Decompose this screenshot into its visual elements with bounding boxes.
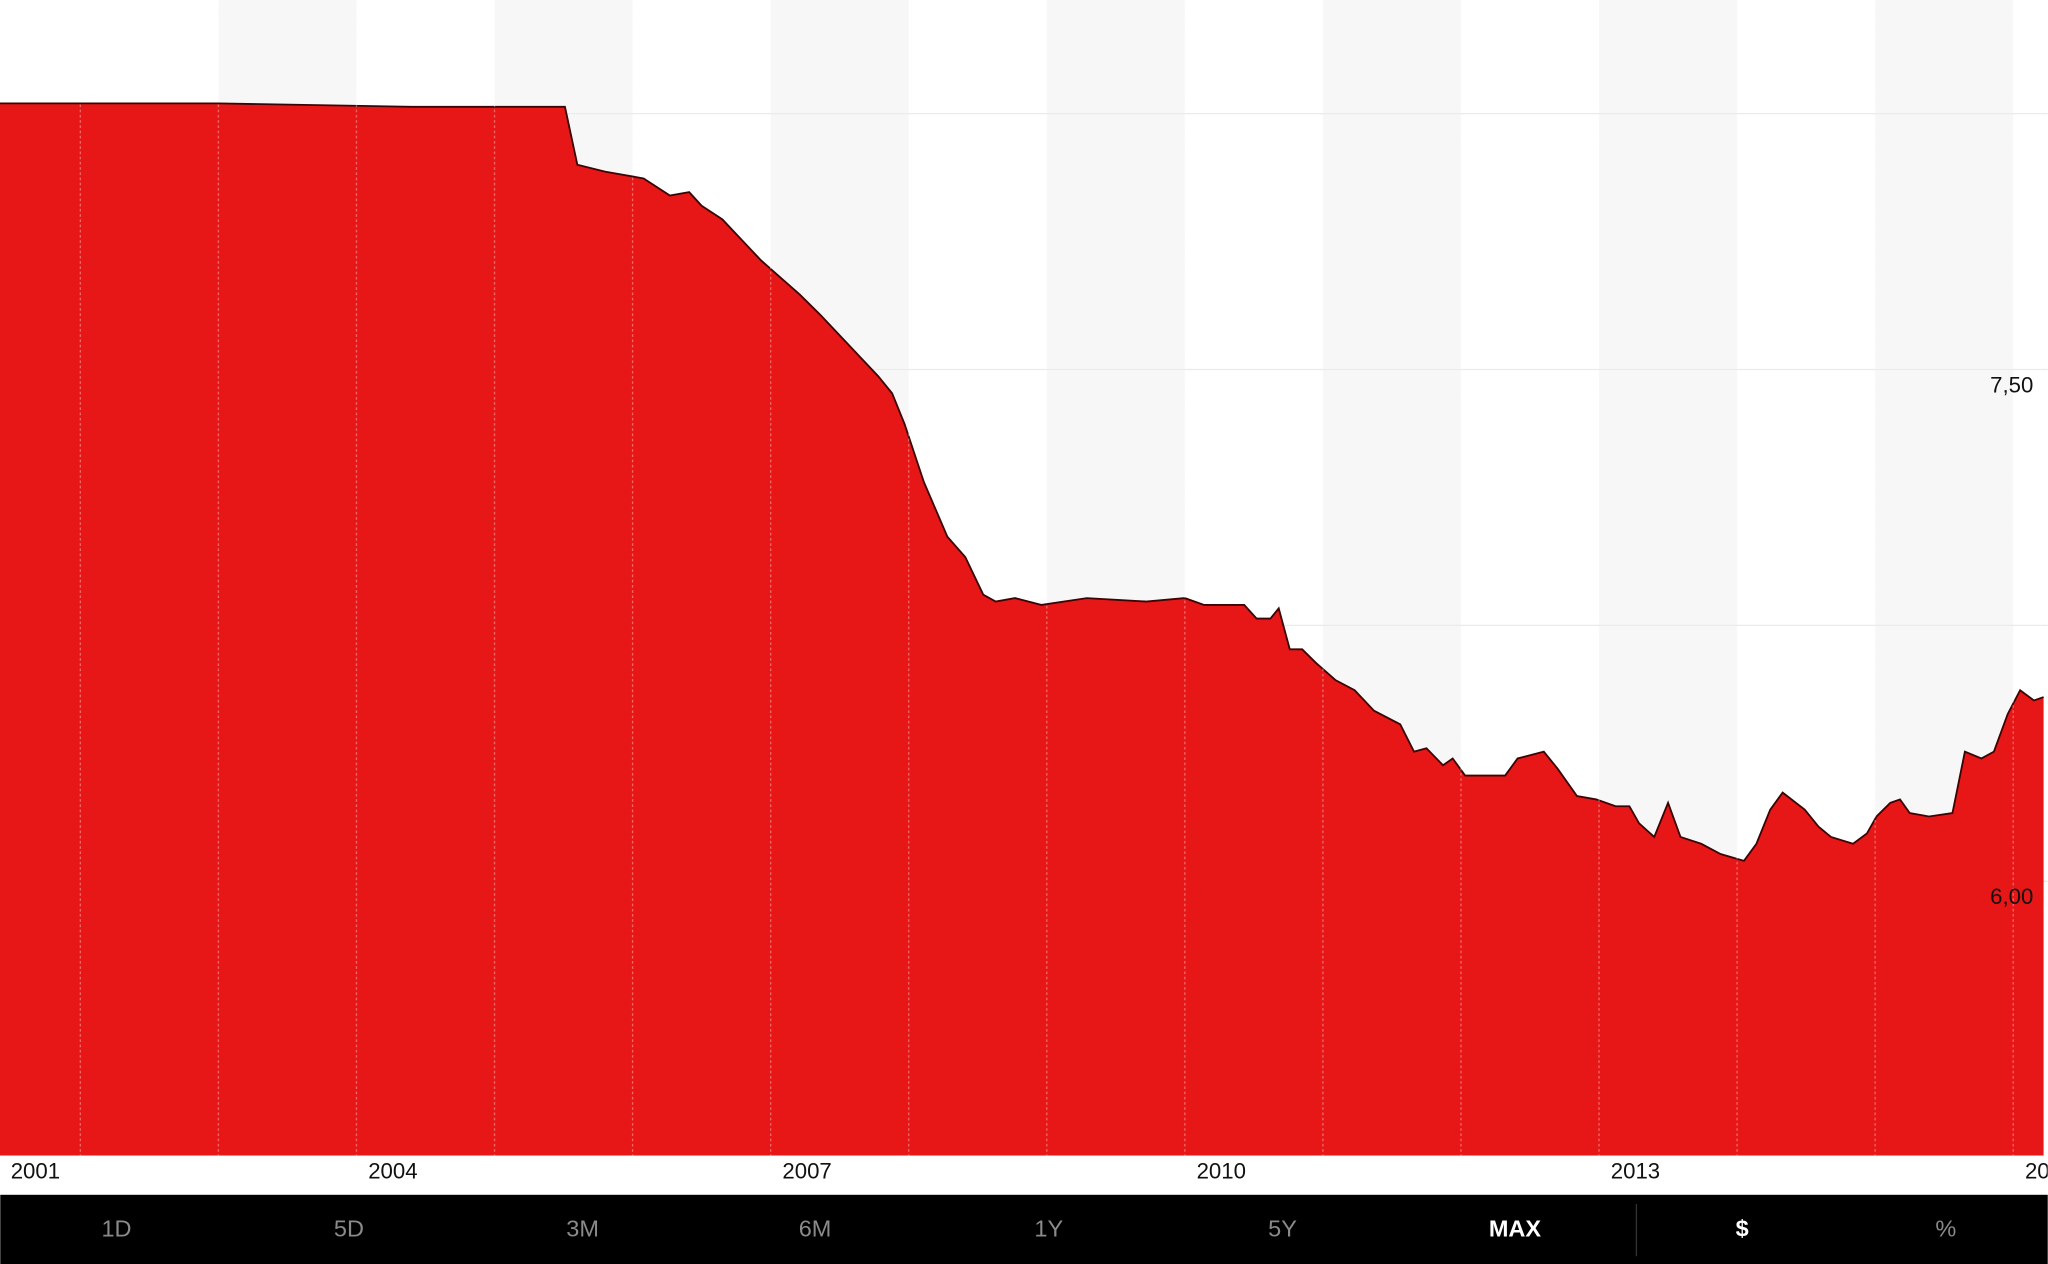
tab[interactable]: 3M [566, 1215, 599, 1241]
x-axis-band [0, 1155, 2048, 1195]
y-tick-label: 7,50 [1990, 372, 2033, 397]
x-tick-label: 2004 [368, 1158, 417, 1183]
tab-bar [0, 1194, 2048, 1264]
tab[interactable]: 6M [799, 1215, 832, 1241]
x-tick-label: 2016 [2025, 1158, 2048, 1183]
tab[interactable]: 5D [334, 1215, 364, 1241]
tab[interactable]: MAX [1489, 1215, 1542, 1241]
tab[interactable]: 5Y [1268, 1215, 1297, 1241]
area-line [0, 102, 2044, 862]
y-tick-label: 6,00 [1990, 884, 2033, 909]
tab[interactable]: % [1935, 1215, 1956, 1241]
tab[interactable]: 1D [101, 1215, 131, 1241]
area [0, 103, 2044, 1156]
tab[interactable]: $ [1736, 1215, 1749, 1241]
tab[interactable]: 1Y [1034, 1215, 1063, 1241]
x-tick-label: 2013 [1611, 1158, 1660, 1183]
x-tick-label: 2010 [1197, 1158, 1246, 1183]
x-tick-label: 2007 [782, 1158, 831, 1183]
x-tick-label: 2001 [11, 1158, 60, 1183]
